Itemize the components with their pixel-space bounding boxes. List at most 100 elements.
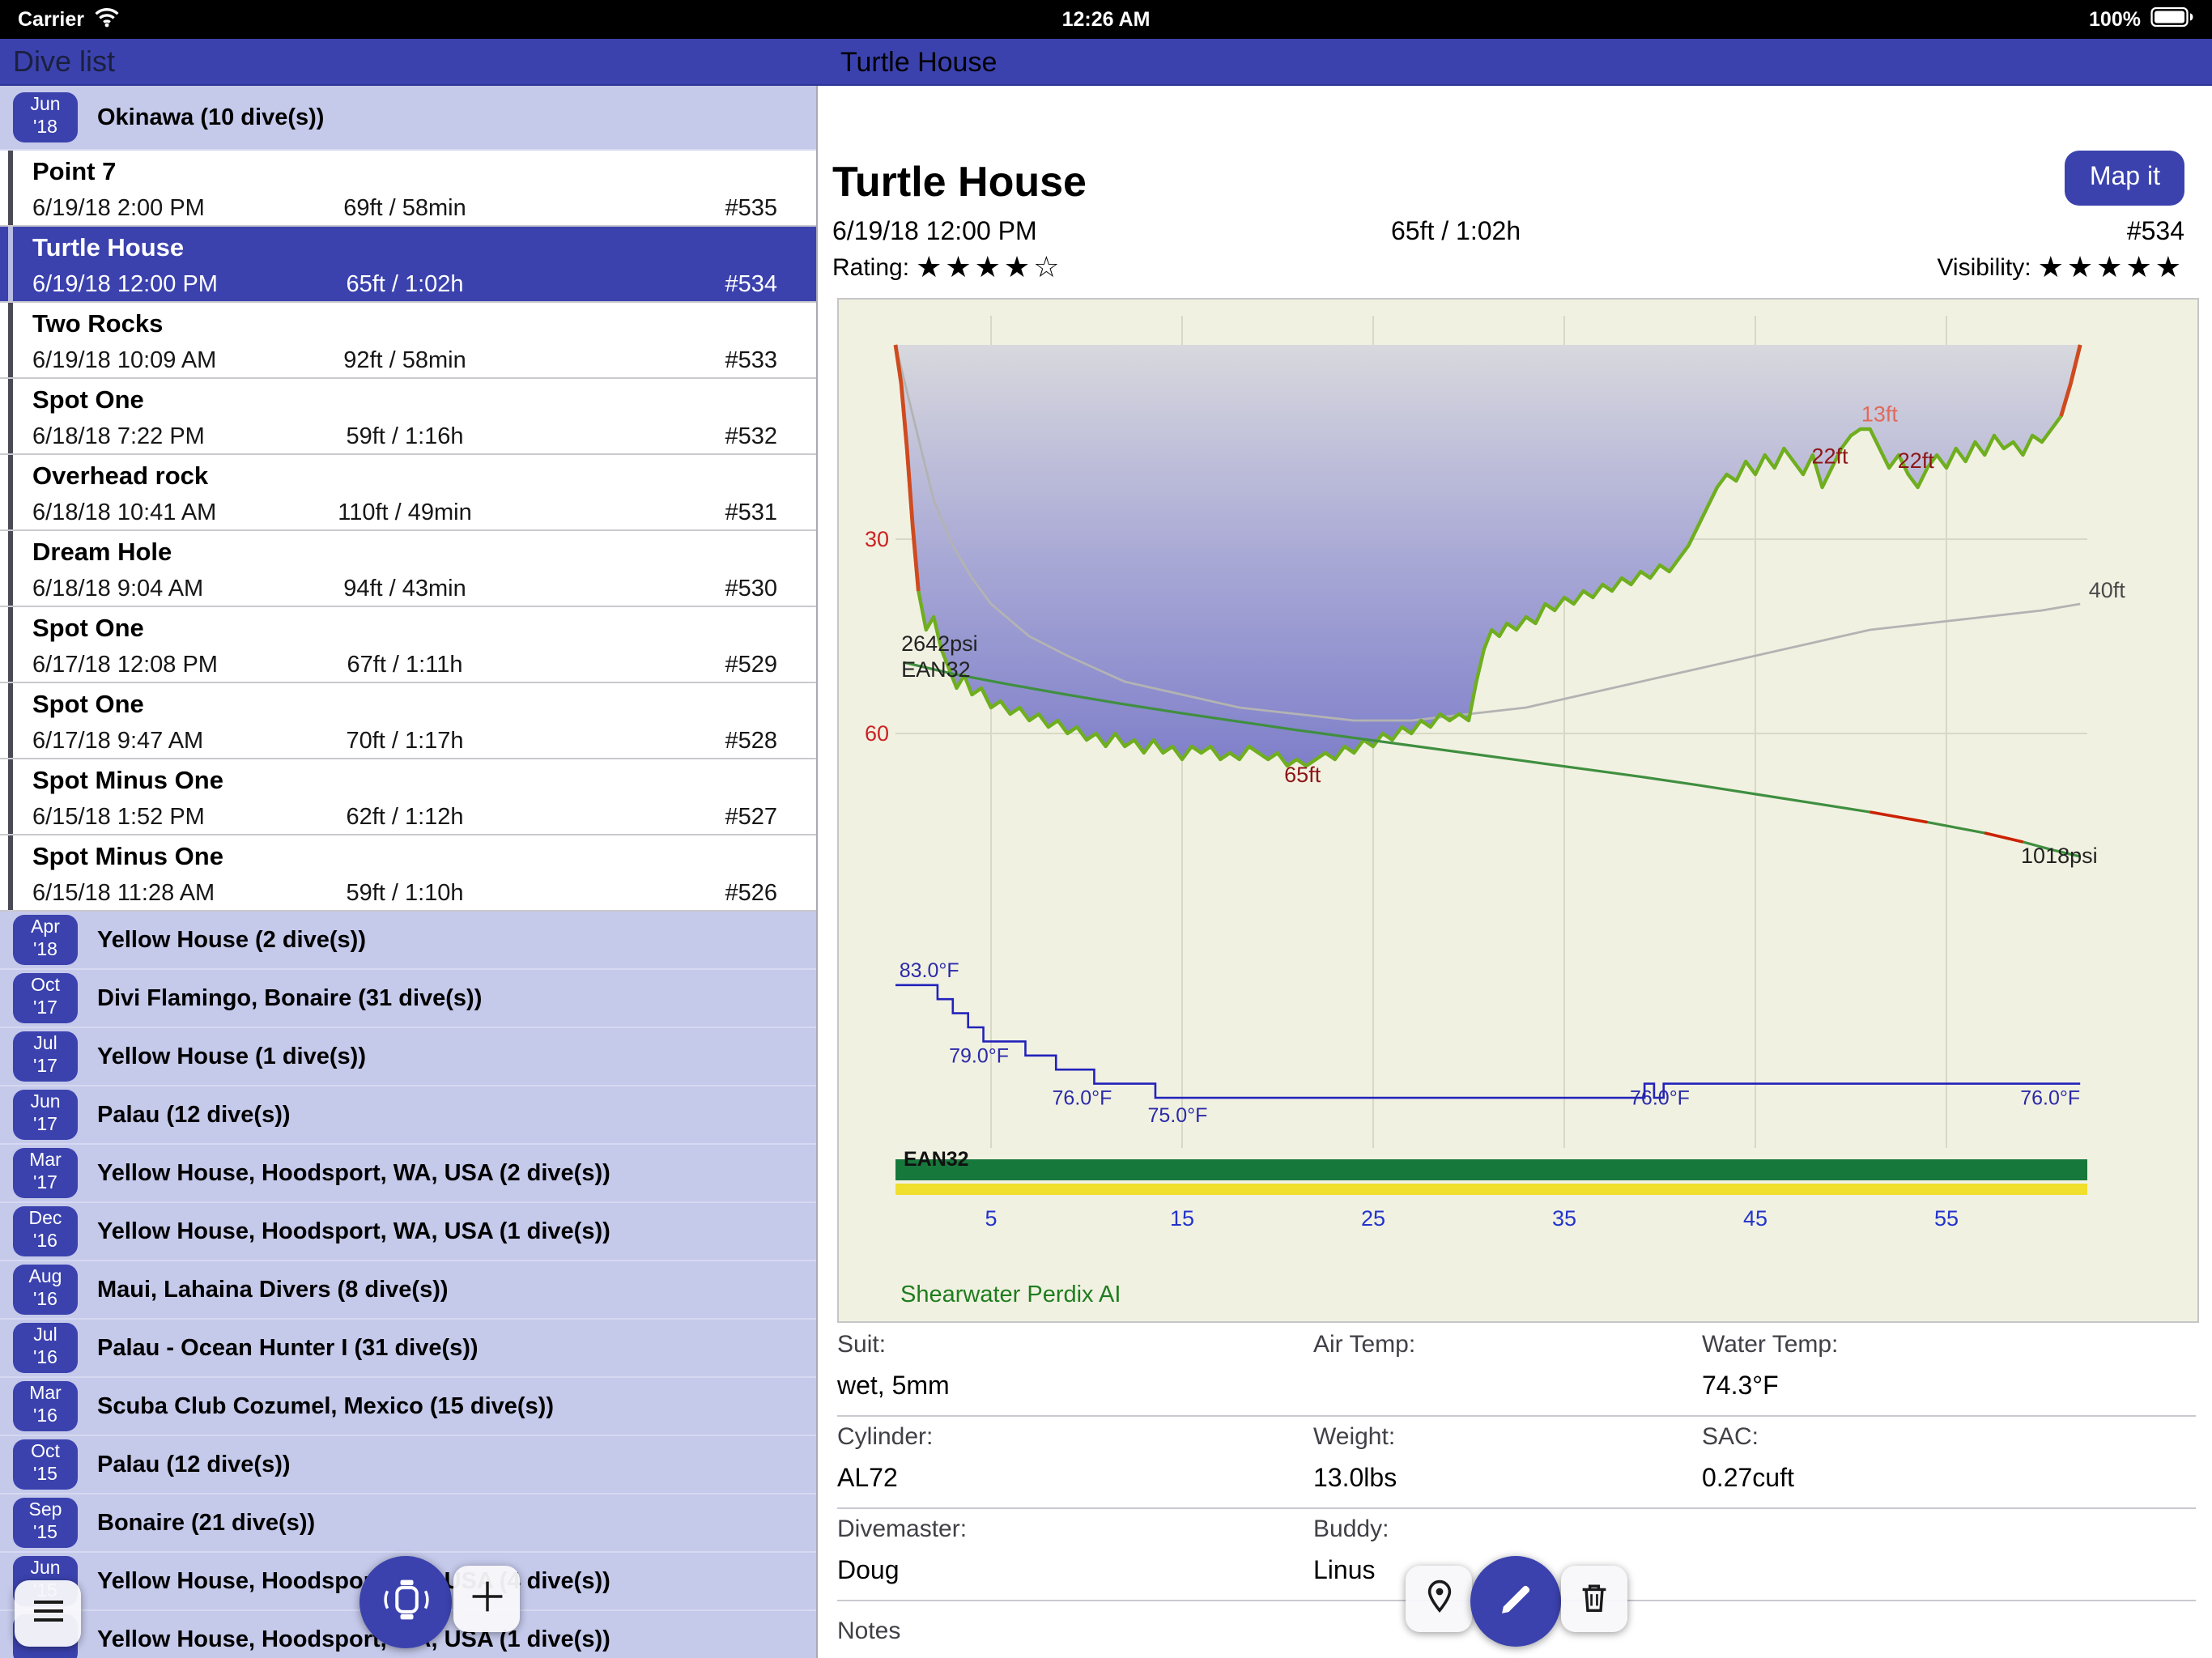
dive-row[interactable]: Two Rocks 6/19/18 10:09 AM 92ft / 58min #53…: [0, 303, 816, 379]
delete-button[interactable]: [1561, 1566, 1627, 1632]
group-label: Palau - Ocean Hunter I (31 dive(s)): [97, 1335, 479, 1361]
watch-icon: [380, 1574, 432, 1630]
group-date-badge: Apr '18: [13, 915, 78, 965]
star-icon[interactable]: ★: [945, 251, 975, 283]
group-label: Yellow House (1 dive(s)): [97, 1044, 366, 1069]
dive-group-row[interactable]: Oct '17 Divi Flamingo, Bonaire (31 dive(s)…: [0, 970, 816, 1028]
dive-row[interactable]: Point 7 6/19/18 2:00 PM 69ft / 58min #535: [0, 151, 816, 227]
dive-group-row[interactable]: Jun '18 Okinawa (10 dive(s)): [0, 86, 816, 151]
dive-row[interactable]: Overhead rock 6/18/18 10:41 AM 110ft / 49m…: [0, 455, 816, 531]
location-button[interactable]: [1406, 1566, 1472, 1632]
dive-row[interactable]: Spot Minus One 6/15/18 1:52 PM 62ft / 1:12…: [0, 759, 816, 835]
dive-group-row[interactable]: Jul '16 Palau - Ocean Hunter I (31 dive(s)…: [0, 1320, 816, 1378]
carrier-label: Carrier: [18, 8, 84, 31]
group-label: Divi Flamingo, Bonaire (31 dive(s)): [97, 985, 483, 1011]
dive-depth-duration: 65ft / 1:02h: [1391, 219, 1521, 246]
group-date-badge: Oct '15: [13, 1439, 78, 1490]
svg-text:40ft: 40ft: [2089, 578, 2126, 602]
dive-site-title: Turtle House: [832, 157, 1087, 206]
svg-text:15: 15: [1170, 1206, 1194, 1231]
dive-profile-chart: EAN32 5 15 25 35 45 55 30 60 65ft 22ft 22ft 13ft 40ft…: [837, 298, 2199, 1323]
group-label: Palau (12 dive(s)): [97, 1452, 291, 1477]
navigation-bar: Dive list Turtle House: [0, 39, 2212, 86]
dive-group-row[interactable]: Mar '17 Yellow House, Hoodsport, WA, USA (…: [0, 1145, 816, 1203]
field-value: Linus: [1313, 1558, 1376, 1585]
dive-row[interactable]: Spot One 6/18/18 7:22 PM 59ft / 1:16h #532: [0, 379, 816, 455]
svg-text:EAN32: EAN32: [904, 1148, 969, 1171]
star-icon[interactable]: ★: [974, 251, 1004, 283]
svg-text:45: 45: [1743, 1206, 1767, 1231]
dive-row[interactable]: Spot One 6/17/18 12:08 PM 67ft / 1:11h #529: [0, 607, 816, 683]
dive-site-name: Point 7: [32, 159, 117, 186]
plus-icon: [466, 1575, 508, 1622]
star-icon[interactable]: ★: [2096, 251, 2126, 283]
detail-nav-title: Turtle House: [840, 47, 998, 78]
group-date-badge: Mar '17: [13, 1148, 78, 1198]
rating-stars[interactable]: ★★★★☆: [916, 253, 1062, 282]
row-accent-bar: [8, 455, 13, 529]
dive-row-datetime: 6/17/18 12:08 PM: [32, 652, 218, 678]
field-value: 74.3°F: [1702, 1373, 1779, 1401]
watch-sync-button[interactable]: [359, 1556, 452, 1648]
visibility-stars[interactable]: ★★★★★: [2038, 253, 2184, 282]
row-accent-bar: [8, 151, 13, 225]
group-date-badge: Oct '17: [13, 973, 78, 1023]
group-date-badge: Jun '17: [13, 1090, 78, 1140]
group-date-badge: Jul '17: [13, 1031, 78, 1082]
star-icon[interactable]: ★: [2125, 251, 2155, 283]
star-icon[interactable]: ★: [2037, 251, 2067, 283]
pencil-icon: [1495, 1578, 1537, 1625]
svg-text:22ft: 22ft: [1898, 449, 1935, 473]
rating-label: Rating:: [832, 253, 910, 281]
dive-group-row[interactable]: Jun '17 Palau (12 dive(s)): [0, 1086, 816, 1145]
battery-percent: 100%: [2089, 8, 2141, 31]
dive-row[interactable]: Spot One 6/17/18 9:47 AM 70ft / 1:17h #528: [0, 683, 816, 759]
dive-list-title: Dive list: [13, 45, 116, 78]
dive-site-name: Turtle House: [32, 235, 185, 262]
dive-group-row[interactable]: Oct '15 Palau (12 dive(s)): [0, 1436, 816, 1494]
dive-datetime: 6/19/18 12:00 PM: [832, 219, 1037, 246]
row-accent-bar: [8, 379, 13, 453]
dive-row-depth-duration: 110ft / 49min: [338, 500, 472, 526]
svg-text:76.0°F: 76.0°F: [1053, 1087, 1112, 1110]
dive-row-meta: 6/19/18 12:00 PM 65ft / 1:02h #534: [32, 271, 777, 300]
visibility-label: Visibility:: [1937, 253, 2031, 281]
dive-row[interactable]: Spot Minus One 6/15/18 11:28 AM 59ft / 1:1…: [0, 835, 816, 912]
dive-row-meta: 6/15/18 1:52 PM 62ft / 1:12h #527: [32, 804, 777, 833]
dive-group-row[interactable]: Mar '16 Scuba Club Cozumel, Mexico (15 div…: [0, 1378, 816, 1436]
dive-meta-row: 6/19/18 12:00 PM 65ft / 1:02h #534: [832, 219, 2184, 251]
dive-number: #534: [2126, 219, 2184, 246]
svg-text:65ft: 65ft: [1284, 763, 1321, 787]
group-date-badge: Aug '16: [13, 1265, 78, 1315]
dive-group-row[interactable]: Jul '17 Yellow House (1 dive(s)): [0, 1028, 816, 1086]
field-label: Weight:: [1313, 1423, 1396, 1451]
edit-button[interactable]: [1470, 1556, 1561, 1647]
dive-group-row[interactable]: Sep '15 Bonaire (21 dive(s)): [0, 1494, 816, 1553]
star-icon[interactable]: ★: [1003, 251, 1034, 283]
star-icon[interactable]: ☆: [1033, 251, 1063, 283]
row-accent-bar: [8, 303, 13, 377]
svg-text:35: 35: [1552, 1206, 1576, 1231]
map-it-button[interactable]: Map it: [2065, 151, 2184, 206]
group-date-badge: Sep '15: [13, 1498, 78, 1548]
dive-row-datetime: 6/17/18 9:47 AM: [32, 728, 204, 755]
field-divider: [837, 1415, 2196, 1417]
add-dive-button[interactable]: [453, 1566, 520, 1632]
star-icon[interactable]: ★: [2066, 251, 2097, 283]
group-label: Yellow House, Hoodsport, WA, USA (2 dive…: [97, 1160, 610, 1186]
dive-row[interactable]: Turtle House 6/19/18 12:00 PM 65ft / 1:02h…: [0, 227, 816, 303]
dive-list: Jun '18 Okinawa (10 dive(s)) Point 7 6/19/18…: [0, 86, 818, 1658]
detail-field: Weight: 13.0lbs: [1313, 1423, 1702, 1496]
dive-group-row[interactable]: Dec '16 Yellow House, Hoodsport, WA, USA (…: [0, 1203, 816, 1261]
star-icon[interactable]: ★: [916, 251, 946, 283]
detail-field: [1702, 1516, 2196, 1588]
dive-group-row[interactable]: Aug '16 Maui, Lahaina Divers (8 dive(s)): [0, 1261, 816, 1320]
menu-button[interactable]: [15, 1580, 81, 1647]
dive-group-row[interactable]: Apr '18 Yellow House (2 dive(s)): [0, 912, 816, 970]
star-icon[interactable]: ★: [2155, 251, 2184, 283]
dive-row[interactable]: Dream Hole 6/18/18 9:04 AM 94ft / 43min #53…: [0, 531, 816, 607]
dive-site-name: Overhead rock: [32, 463, 209, 491]
dive-row-meta: 6/18/18 7:22 PM 59ft / 1:16h #532: [32, 423, 777, 453]
field-label: SAC:: [1702, 1423, 1759, 1451]
